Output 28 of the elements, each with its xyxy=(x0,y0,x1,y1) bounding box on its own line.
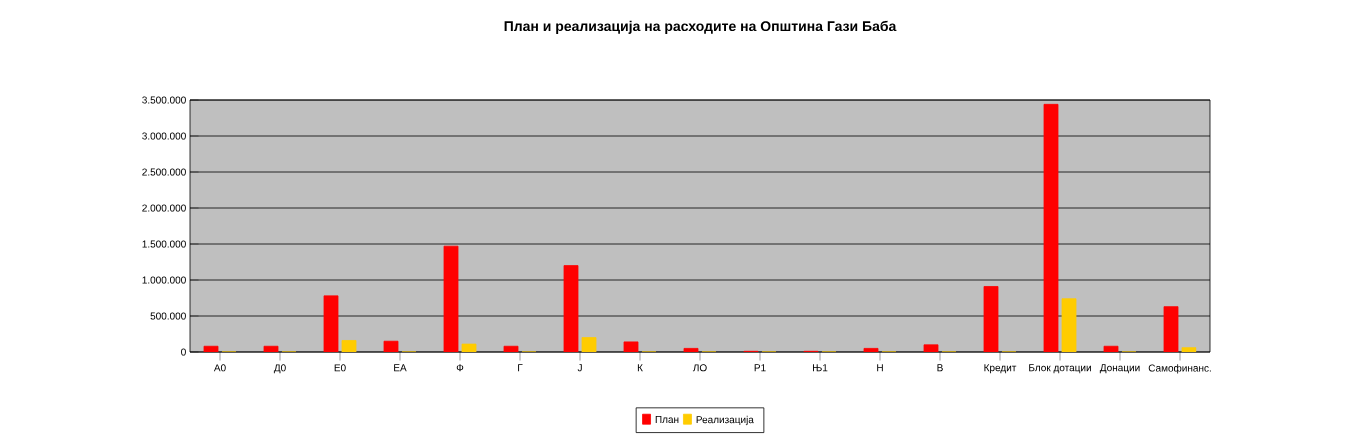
legend-label: Реализација xyxy=(696,415,754,426)
x-tick-label: Г xyxy=(518,364,523,372)
x-tick-label: Њ1 xyxy=(812,364,828,372)
y-tick-label: 1.500.000 xyxy=(142,240,186,248)
chart-title: План и реализација на расходите на Општина Гази Баба xyxy=(504,20,897,34)
legend-label: План xyxy=(655,416,679,423)
x-tick-label: Ј xyxy=(577,364,582,372)
x-tick-label: Е0 xyxy=(334,364,346,372)
x-tick-label: Р1 xyxy=(754,364,766,372)
x-tick-label: Блок дотации xyxy=(1029,364,1091,374)
y-tick-label: 0 xyxy=(181,348,186,356)
x-tick-label: Ф xyxy=(456,364,464,372)
y-tick-label: 500.000 xyxy=(150,312,186,320)
x-tick-label: Донации xyxy=(1099,364,1140,374)
x-tick-label: В xyxy=(937,364,943,372)
x-tick-label: Д0 xyxy=(273,364,286,374)
x-tick-label: ЛО xyxy=(692,364,707,372)
y-tick-label: 2.500.000 xyxy=(142,168,186,176)
y-tick-label: 3.000.000 xyxy=(142,132,186,140)
x-tick-label: А0 xyxy=(213,364,226,372)
x-tick-label: ЕА xyxy=(394,364,407,372)
x-tick-label: Кредит xyxy=(984,364,1017,374)
x-tick-label: К xyxy=(637,364,643,372)
y-tick-label: 2.000.000 xyxy=(142,204,186,212)
y-tick-label: 1.000.000 xyxy=(142,276,186,284)
y-tick-label: 3.500.000 xyxy=(142,96,186,104)
x-tick-label: Самофинанс. xyxy=(1148,364,1211,374)
x-tick-label: Н xyxy=(877,364,883,372)
